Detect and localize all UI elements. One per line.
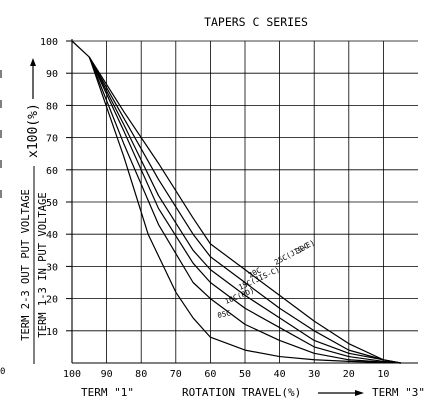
y-tick-label: 20: [46, 295, 58, 306]
x-tick-label: 50: [239, 369, 251, 380]
series-line: [88, 56, 401, 364]
series-line: [88, 56, 401, 364]
y-tick-label: 40: [46, 230, 58, 241]
y-axis-label-denominator: TERM 1-3 IN PUT VOLTAGE: [37, 192, 49, 337]
x-tick-label: 40: [274, 369, 286, 380]
y-axis-factor-label: x100(%): [26, 103, 41, 158]
series-line: [88, 56, 401, 364]
series-line: [88, 56, 401, 364]
x-axis-left-label: TERM "1": [81, 386, 134, 399]
y-tick-label: 30: [46, 262, 58, 273]
y-axis-arrow-head: [30, 58, 36, 66]
x-tick-label: 70: [170, 369, 182, 380]
y-axis-label-numerator: TERM 2-3 OUT PUT VOLTAGE: [20, 189, 32, 341]
chart-title: TAPERS C SERIES: [204, 15, 308, 29]
grid: [72, 40, 418, 363]
y-tick-label: 50: [46, 198, 58, 209]
axes: [66, 39, 418, 364]
series-layer: [71, 40, 401, 364]
y-tick-label: 10: [46, 327, 58, 338]
series-line: [88, 56, 401, 364]
y-tick-label: 80: [46, 101, 58, 112]
x-tick-label: 60: [204, 369, 216, 380]
series-label: 05C: [217, 308, 232, 320]
x-tick-labels: 100 90 80 70 60 50 40 30 20 10: [63, 369, 389, 380]
x-tick-label: 90: [101, 369, 113, 380]
bottom-left-mark: 0: [0, 367, 5, 377]
x-tick-label: 20: [343, 369, 355, 380]
y-tick-label: 90: [46, 69, 58, 80]
x-tick-label: 30: [308, 369, 320, 380]
y-tick-label: 60: [46, 166, 58, 177]
x-tick-label: 10: [377, 369, 389, 380]
x-axis-label: ROTATION TRAVEL(%): [182, 386, 301, 399]
x-tick-label: 80: [135, 369, 147, 380]
y-tick-label: 70: [46, 134, 58, 145]
x-axis-arrow-head: [355, 390, 364, 396]
x-axis-right-label: TERM "3": [372, 386, 425, 399]
y-tick-label: 100: [40, 37, 58, 48]
series-line: [88, 56, 401, 364]
x-tick-label: 100: [63, 369, 81, 380]
series-line-shared-top: [71, 40, 90, 58]
y-tick-labels: 100 90 80 70 60 50 40 30 20 10: [40, 37, 58, 338]
y-axis-label-group: TERM 2-3 OUT PUT VOLTAGE TERM 1-3 IN PUT…: [20, 58, 49, 364]
